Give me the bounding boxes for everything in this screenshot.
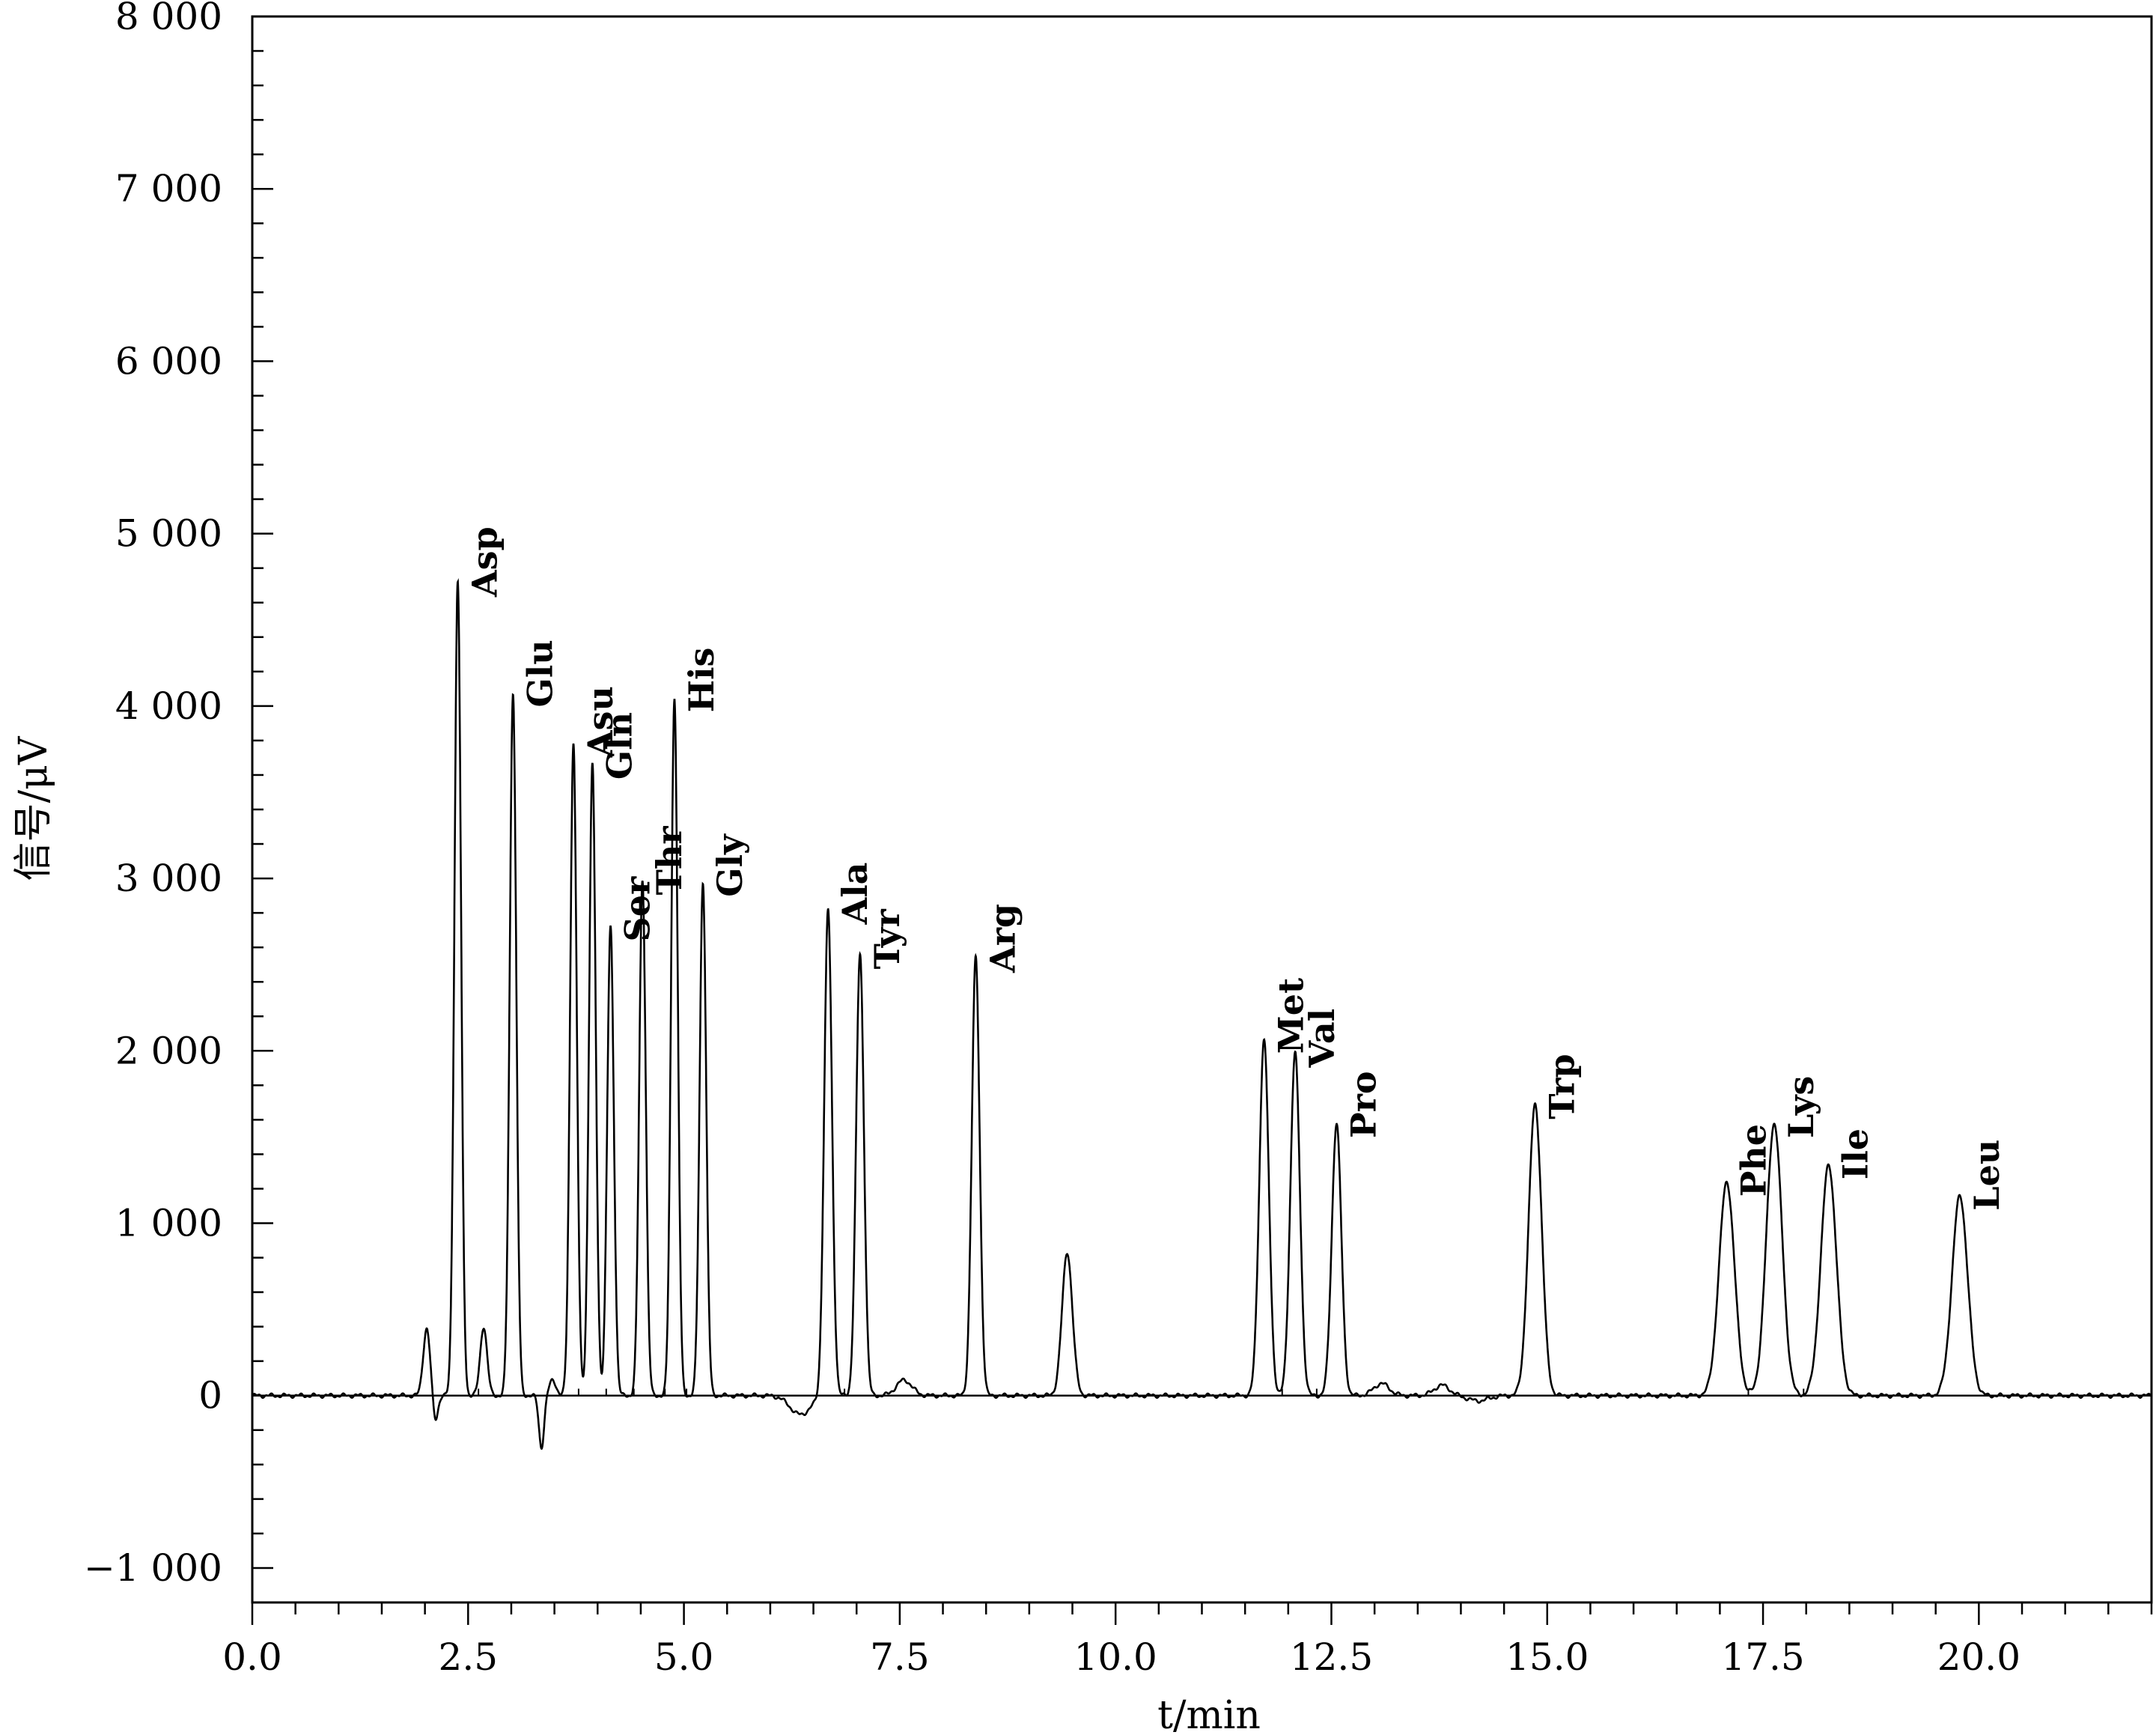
peak-label-trp: Trp — [1542, 1054, 1583, 1119]
x-tick-label: 10.0 — [1074, 1635, 1157, 1679]
y-tick-label: 0 — [198, 1374, 222, 1418]
peak-label-lys: Lys — [1781, 1076, 1821, 1138]
peak-label-his: His — [681, 648, 722, 713]
y-tick-label: 6 000 — [115, 339, 222, 383]
y-tick-label: 7 000 — [115, 167, 222, 210]
peak-label-ala: Ala — [835, 863, 875, 926]
peak-label-pro: Pro — [1343, 1071, 1383, 1138]
y-tick-label: 8 000 — [115, 0, 222, 38]
peak-label-arg: Arg — [982, 904, 1023, 973]
y-tick-label: 1 000 — [115, 1202, 222, 1245]
peak-label-glu: Glu — [520, 639, 560, 707]
peak-label-leu: Leu — [1967, 1140, 2007, 1211]
x-tick-label: 5.0 — [654, 1635, 714, 1679]
peak-label-thr: Thr — [649, 826, 689, 896]
x-axis-title: t/min — [1157, 1693, 1261, 1735]
y-tick-label: −1 000 — [84, 1546, 222, 1590]
y-tick-label: 5 000 — [115, 512, 222, 556]
x-tick-label: 12.5 — [1290, 1635, 1373, 1679]
peak-label-asp: Asp — [465, 526, 505, 598]
peak-label-phe: Phe — [1734, 1124, 1774, 1197]
peak-label-ile: Ile — [1836, 1128, 1876, 1179]
peak-label-met: Met — [1271, 977, 1312, 1054]
x-tick-label: 15.0 — [1505, 1635, 1589, 1679]
y-tick-label: 3 000 — [115, 857, 222, 900]
peak-label-val: Val — [1302, 1009, 1342, 1069]
y-axis-title: 信号/μV — [11, 735, 56, 881]
x-tick-label: 20.0 — [1937, 1635, 2021, 1679]
x-tick-label: 7.5 — [870, 1635, 930, 1679]
peak-label-gln: Gln — [599, 712, 639, 780]
y-tick-label: 4 000 — [115, 684, 222, 728]
y-tick-label: 2 000 — [115, 1029, 222, 1072]
peak-label-gly: Gly — [710, 833, 750, 897]
x-tick-label: 2.5 — [439, 1635, 499, 1679]
peak-label-tyr: Tyr — [867, 908, 907, 969]
peak-label-ser: Ser — [618, 876, 658, 941]
x-tick-label: 17.5 — [1721, 1635, 1804, 1679]
y-axis: −1 000 0 1 000 2 000 3 000 4 000 5 000 6 000 7 0… — [84, 0, 273, 1604]
x-axis: 0.0 2.5 5.0 7.5 10.0 12.5 15.0 17.5 20.0 — [222, 1602, 2153, 1679]
x-tick-label: 0.0 — [222, 1635, 282, 1679]
chromatogram-trace — [251, 577, 2153, 1450]
peak-label-asu: Asu — [580, 686, 621, 758]
plot-frame — [251, 15, 2153, 1604]
